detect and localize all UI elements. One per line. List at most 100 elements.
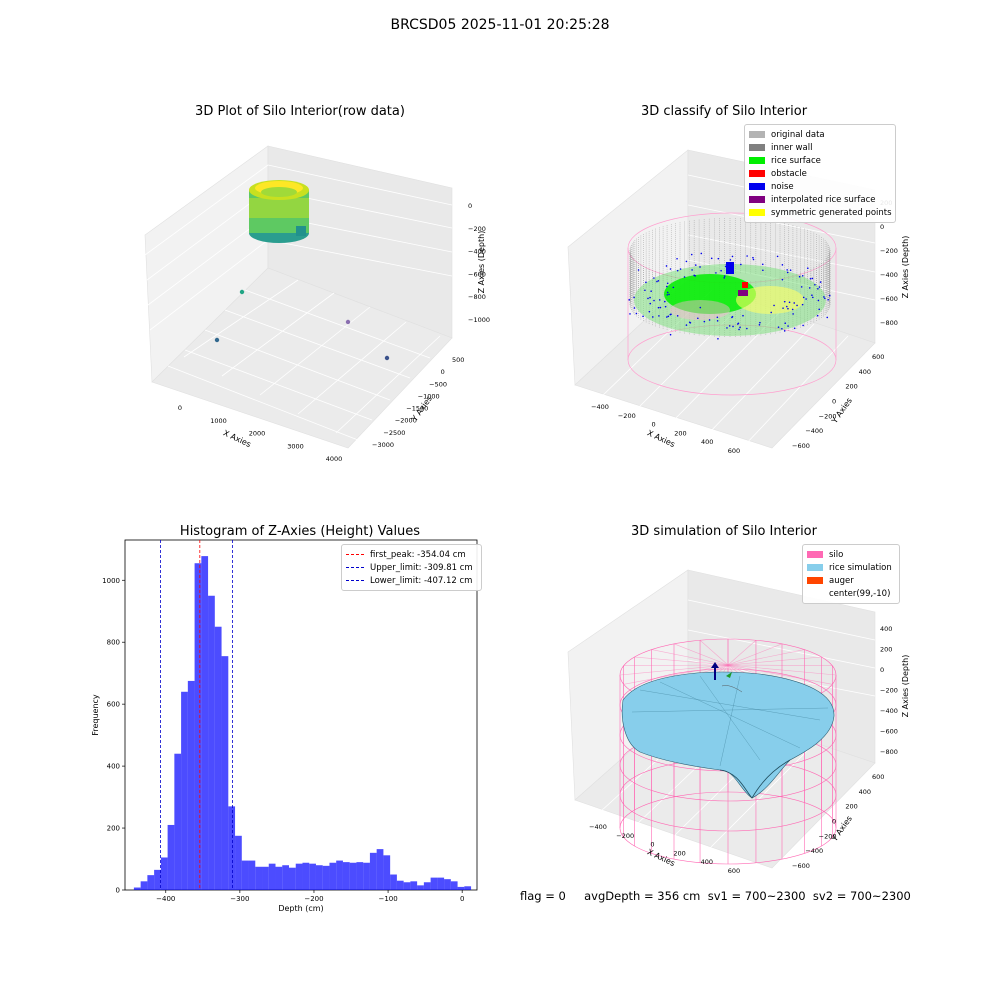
histogram-bar bbox=[295, 863, 303, 890]
axis-tick-label: 0 bbox=[880, 666, 884, 674]
noise-point bbox=[691, 269, 693, 271]
axis-tick-label: 200 bbox=[674, 429, 686, 437]
histogram-bar bbox=[228, 806, 236, 890]
noise-point bbox=[685, 260, 688, 263]
axis-tick-label: 0 bbox=[468, 202, 472, 210]
panel1-ticks: 010002000300040005000−500−1000−1500−2000… bbox=[178, 202, 490, 463]
histogram-bar bbox=[275, 866, 283, 890]
histogram-xlabel: Depth (cm) bbox=[278, 904, 323, 913]
noise-point bbox=[828, 294, 831, 297]
histogram-bar bbox=[444, 879, 451, 890]
histogram-bar bbox=[268, 863, 276, 890]
legend-swatch bbox=[807, 551, 823, 558]
axis-tick-label: −400 bbox=[805, 847, 823, 855]
noise-point bbox=[752, 256, 754, 259]
legend-entry: silo bbox=[807, 548, 895, 561]
noise-point bbox=[656, 280, 658, 283]
noise-point bbox=[819, 281, 822, 283]
histogram-bar bbox=[208, 595, 215, 890]
axis-tick-label: −200 bbox=[880, 247, 898, 255]
noise-point bbox=[676, 269, 679, 272]
noise-point bbox=[658, 299, 661, 301]
noise-point bbox=[669, 333, 672, 336]
axis-tick-label: 0 bbox=[880, 223, 884, 231]
legend-entry: interpolated rice surface bbox=[749, 193, 891, 206]
histogram-bar bbox=[255, 866, 263, 890]
axis-tick-label: 600 bbox=[728, 447, 740, 455]
histogram-bar bbox=[410, 881, 418, 890]
panel1-raw-points bbox=[214, 180, 390, 361]
noise-point bbox=[787, 325, 789, 327]
axis-tick-label: −3000 bbox=[372, 441, 394, 449]
legend-entry: rice surface bbox=[749, 154, 891, 167]
histogram-bar bbox=[390, 874, 397, 890]
legend-entry: noise bbox=[749, 180, 891, 193]
legend-swatch bbox=[749, 131, 765, 138]
noise-point bbox=[758, 324, 761, 326]
panel4-zlabel: Z Axies (Depth) bbox=[901, 655, 910, 718]
histogram-bar bbox=[363, 862, 370, 890]
axis-tick-label: −600 bbox=[880, 728, 898, 736]
axis-tick-label: 2000 bbox=[249, 430, 266, 438]
noise-point bbox=[785, 305, 788, 308]
axis-tick-label: −200 bbox=[618, 412, 636, 420]
histogram-bar bbox=[160, 857, 168, 890]
histogram-bar bbox=[423, 882, 431, 890]
noise-point bbox=[737, 323, 739, 325]
noise-point bbox=[818, 308, 821, 311]
noise-point bbox=[826, 316, 829, 319]
noise-point bbox=[672, 286, 675, 289]
noise-point bbox=[666, 291, 669, 294]
legend-label: Upper_limit: -309.81 cm bbox=[370, 562, 473, 573]
noise-point bbox=[811, 296, 814, 299]
noise-point bbox=[814, 283, 816, 286]
interpolated-patch bbox=[738, 290, 748, 296]
panel4-rice-simulation bbox=[621, 671, 835, 799]
legend-swatch bbox=[749, 144, 765, 151]
noise-point bbox=[683, 276, 686, 278]
noise-point bbox=[796, 304, 798, 307]
histogram-bar bbox=[349, 862, 357, 890]
noise-point bbox=[781, 327, 783, 330]
noise-point bbox=[703, 320, 706, 323]
noise-point bbox=[746, 327, 748, 330]
legend-label: inner wall bbox=[771, 142, 813, 153]
noise-point bbox=[645, 281, 647, 284]
histogram-bar bbox=[181, 691, 188, 890]
axis-tick-label: −600 bbox=[468, 270, 486, 278]
panel4-title: 3D simulation of Silo Interior bbox=[631, 524, 817, 539]
noise-point bbox=[651, 316, 654, 318]
axis-tick-label: −200 bbox=[468, 225, 486, 233]
panel2-legend: original data inner wall rice surface obsta… bbox=[744, 124, 896, 223]
noise-point bbox=[658, 315, 660, 317]
x-tick-label: −300 bbox=[230, 895, 249, 903]
noise-point bbox=[783, 300, 786, 303]
noise-point bbox=[708, 319, 711, 321]
noise-point bbox=[762, 269, 764, 272]
histogram-bar bbox=[241, 860, 249, 890]
x-tick-label: −400 bbox=[156, 895, 175, 903]
noise-point bbox=[717, 257, 720, 260]
obstacle-patch bbox=[742, 282, 748, 288]
legend-swatch bbox=[346, 567, 364, 568]
noise-point bbox=[679, 268, 682, 270]
axis-tick-label: −1000 bbox=[468, 316, 490, 324]
noise-point bbox=[666, 294, 669, 296]
axis-tick-label: 0 bbox=[178, 404, 182, 412]
legend-swatch bbox=[807, 577, 823, 584]
noise-point bbox=[802, 324, 804, 327]
histogram-bar bbox=[309, 863, 316, 890]
noise-point bbox=[809, 277, 812, 280]
noise-point bbox=[699, 306, 702, 309]
noise-point bbox=[732, 325, 734, 328]
noise-point bbox=[649, 302, 652, 305]
histogram-ticks: −400 −300 −200 −100 0 0 200 400 600 800 1000 bbox=[102, 577, 464, 903]
histogram-bar bbox=[376, 849, 384, 890]
axis-tick-label: −800 bbox=[468, 293, 486, 301]
noise-point bbox=[717, 337, 719, 340]
noise-point bbox=[786, 271, 789, 274]
legend-label: obstacle bbox=[771, 168, 807, 179]
noise-point bbox=[676, 315, 679, 317]
legend-entry: first_peak: -354.04 cm bbox=[346, 548, 477, 561]
histogram-bar bbox=[147, 875, 155, 890]
